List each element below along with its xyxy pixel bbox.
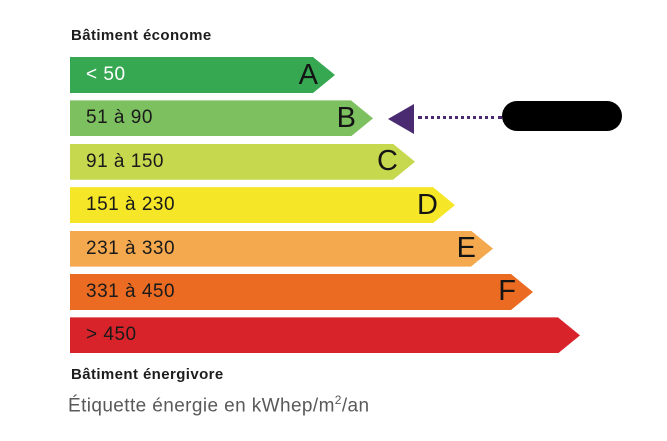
energy-bar-a-grade: A — [298, 58, 318, 91]
energy-bar-c-grade: C — [377, 145, 398, 178]
economical-building-label: Bâtiment économe — [71, 27, 212, 44]
energy-label-caption: Étiquette énergie en kWhep/m2/an — [68, 393, 370, 417]
energy-bar-a-range: < 50 — [86, 64, 126, 85]
energy-bar-f: 331 à 450 F — [70, 274, 533, 310]
energy-bar-e-grade: E — [456, 232, 476, 265]
energy-bar-f-grade: F — [498, 275, 516, 308]
energy-bar-d-range: 151 à 230 — [86, 194, 176, 216]
caption-suffix-text: /an — [341, 395, 370, 417]
caption-superscript: 2 — [334, 393, 342, 407]
caption-main-text: Étiquette énergie en kWhep/m — [68, 395, 335, 417]
energy-bar-c: 91 à 150 C — [70, 144, 415, 180]
energy-intensive-building-label: Bâtiment énergivore — [71, 366, 224, 383]
redacted-value-blob — [502, 101, 622, 131]
energy-bar-e-range: 231 à 330 — [86, 237, 176, 259]
energy-bar-g: > 450 G — [70, 317, 580, 353]
indicator-dotted-line — [418, 116, 502, 119]
energy-bar-e: 231 à 330 E — [70, 231, 493, 267]
energy-bar-b-grade: B — [336, 101, 356, 134]
energy-scale: < 50 A 51 à 90 B 91 à 150 C 151 à 230 D … — [70, 57, 580, 361]
energy-bar-b: 51 à 90 B — [70, 100, 373, 136]
indicator-arrow-icon — [388, 104, 414, 134]
energy-bar-d: 151 à 230 D — [70, 187, 455, 223]
energy-bar-g-range: > 450 — [86, 324, 137, 346]
energy-bar-b-range: 51 à 90 — [86, 107, 153, 129]
energy-bar-d-grade: D — [417, 188, 438, 221]
energy-bar-f-range: 331 à 450 — [86, 280, 176, 302]
energy-bar-a: < 50 A — [70, 57, 335, 93]
energy-bar-c-range: 91 à 150 — [86, 150, 164, 172]
